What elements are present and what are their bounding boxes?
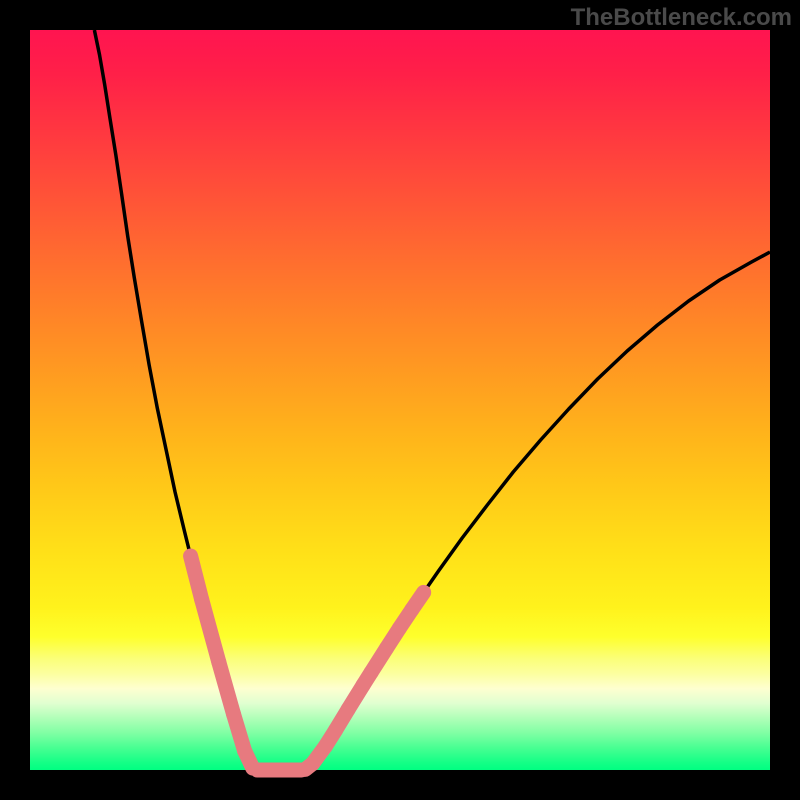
bottleneck-chart <box>0 0 800 800</box>
chart-container: TheBottleneck.com <box>0 0 800 800</box>
plot-background-gradient <box>30 30 770 770</box>
watermark-text: TheBottleneck.com <box>571 4 792 32</box>
highlight-marker <box>412 592 424 609</box>
